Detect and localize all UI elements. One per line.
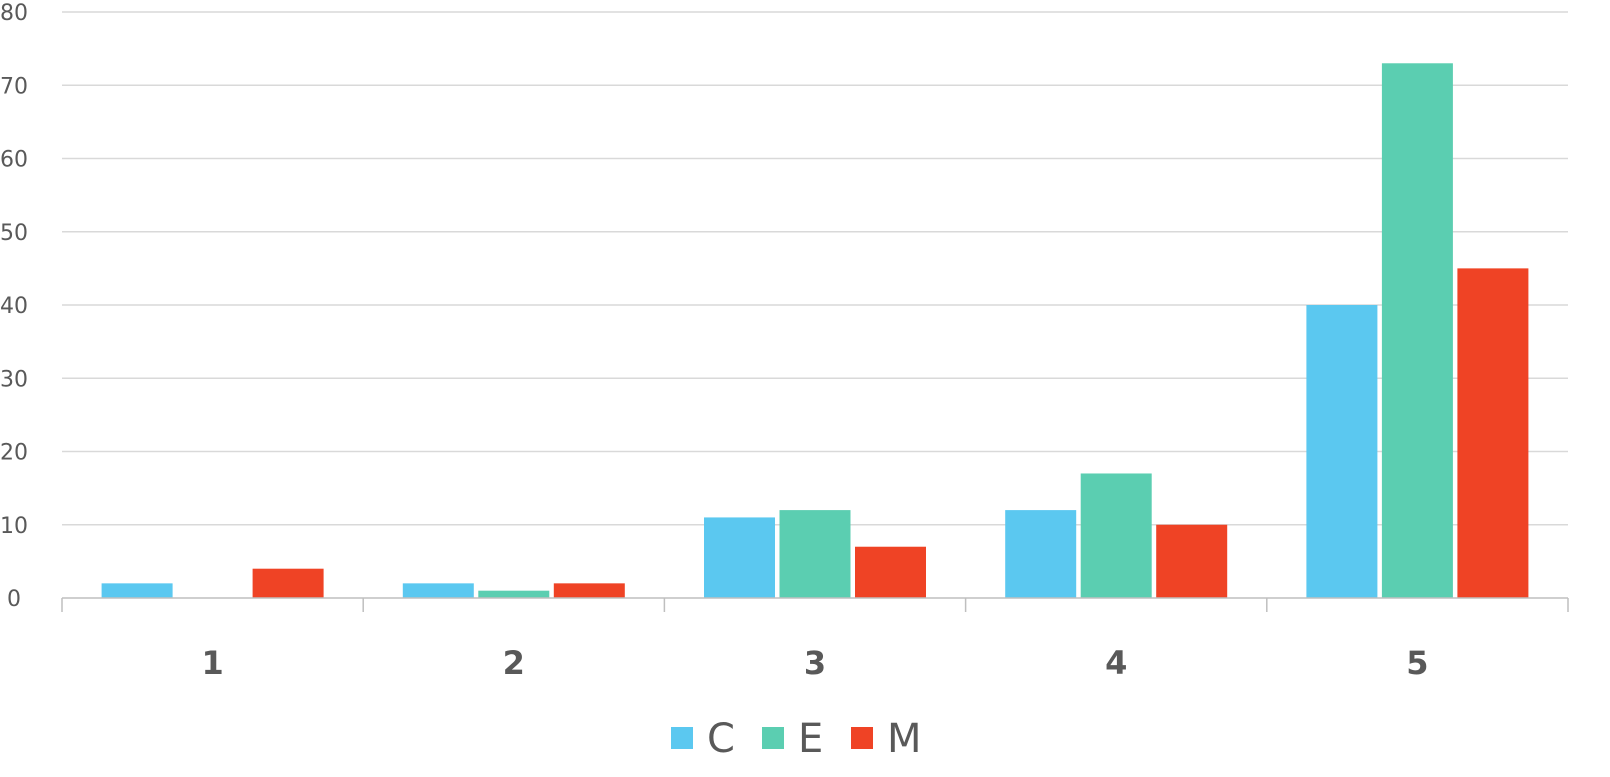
legend-label-M: M xyxy=(887,716,922,762)
y-tick-label: 30 xyxy=(0,367,28,392)
y-axis: 0 10 20 30 40 50 60 70 80 xyxy=(0,1,28,612)
y-tick-label: 20 xyxy=(0,441,28,466)
bar-C-5 xyxy=(1306,305,1378,598)
bar-E-5 xyxy=(1381,63,1453,598)
x-tick-label: 2 xyxy=(503,644,525,682)
bar-M-3 xyxy=(855,546,926,598)
bar-C-1 xyxy=(101,583,173,598)
bars xyxy=(101,63,1529,598)
x-axis: 1 2 3 4 5 xyxy=(61,597,1569,682)
legend-label-E: E xyxy=(798,716,823,762)
legend-swatch-M xyxy=(851,727,873,749)
y-tick-label: 10 xyxy=(0,514,28,539)
bar-M-4 xyxy=(1156,524,1228,598)
bar-C-3 xyxy=(704,517,775,598)
bar-E-2 xyxy=(478,590,550,598)
bar-M-5 xyxy=(1457,268,1529,598)
bar-M-1 xyxy=(252,568,324,598)
y-tick-label: 80 xyxy=(0,1,28,26)
x-tick-label: 1 xyxy=(201,644,223,682)
legend-label-C: C xyxy=(707,716,735,762)
bar-E-4 xyxy=(1080,473,1152,598)
bar-C-2 xyxy=(402,583,474,598)
y-tick-label: 50 xyxy=(0,221,28,246)
bar-C-4 xyxy=(1005,510,1077,598)
x-tick-label: 3 xyxy=(804,644,826,682)
x-tick-label: 4 xyxy=(1105,644,1127,682)
bar-M-2 xyxy=(553,583,625,598)
y-tick-label: 60 xyxy=(0,148,28,173)
y-tick-label: 70 xyxy=(0,74,28,99)
x-tick-label: 5 xyxy=(1406,644,1428,682)
y-tick-label: 0 xyxy=(7,587,21,612)
gridlines xyxy=(62,11,1568,526)
bar-E-3 xyxy=(779,510,851,598)
y-tick-label: 40 xyxy=(0,294,28,319)
legend-swatch-E xyxy=(762,727,784,749)
legend-swatch-C xyxy=(671,727,693,749)
